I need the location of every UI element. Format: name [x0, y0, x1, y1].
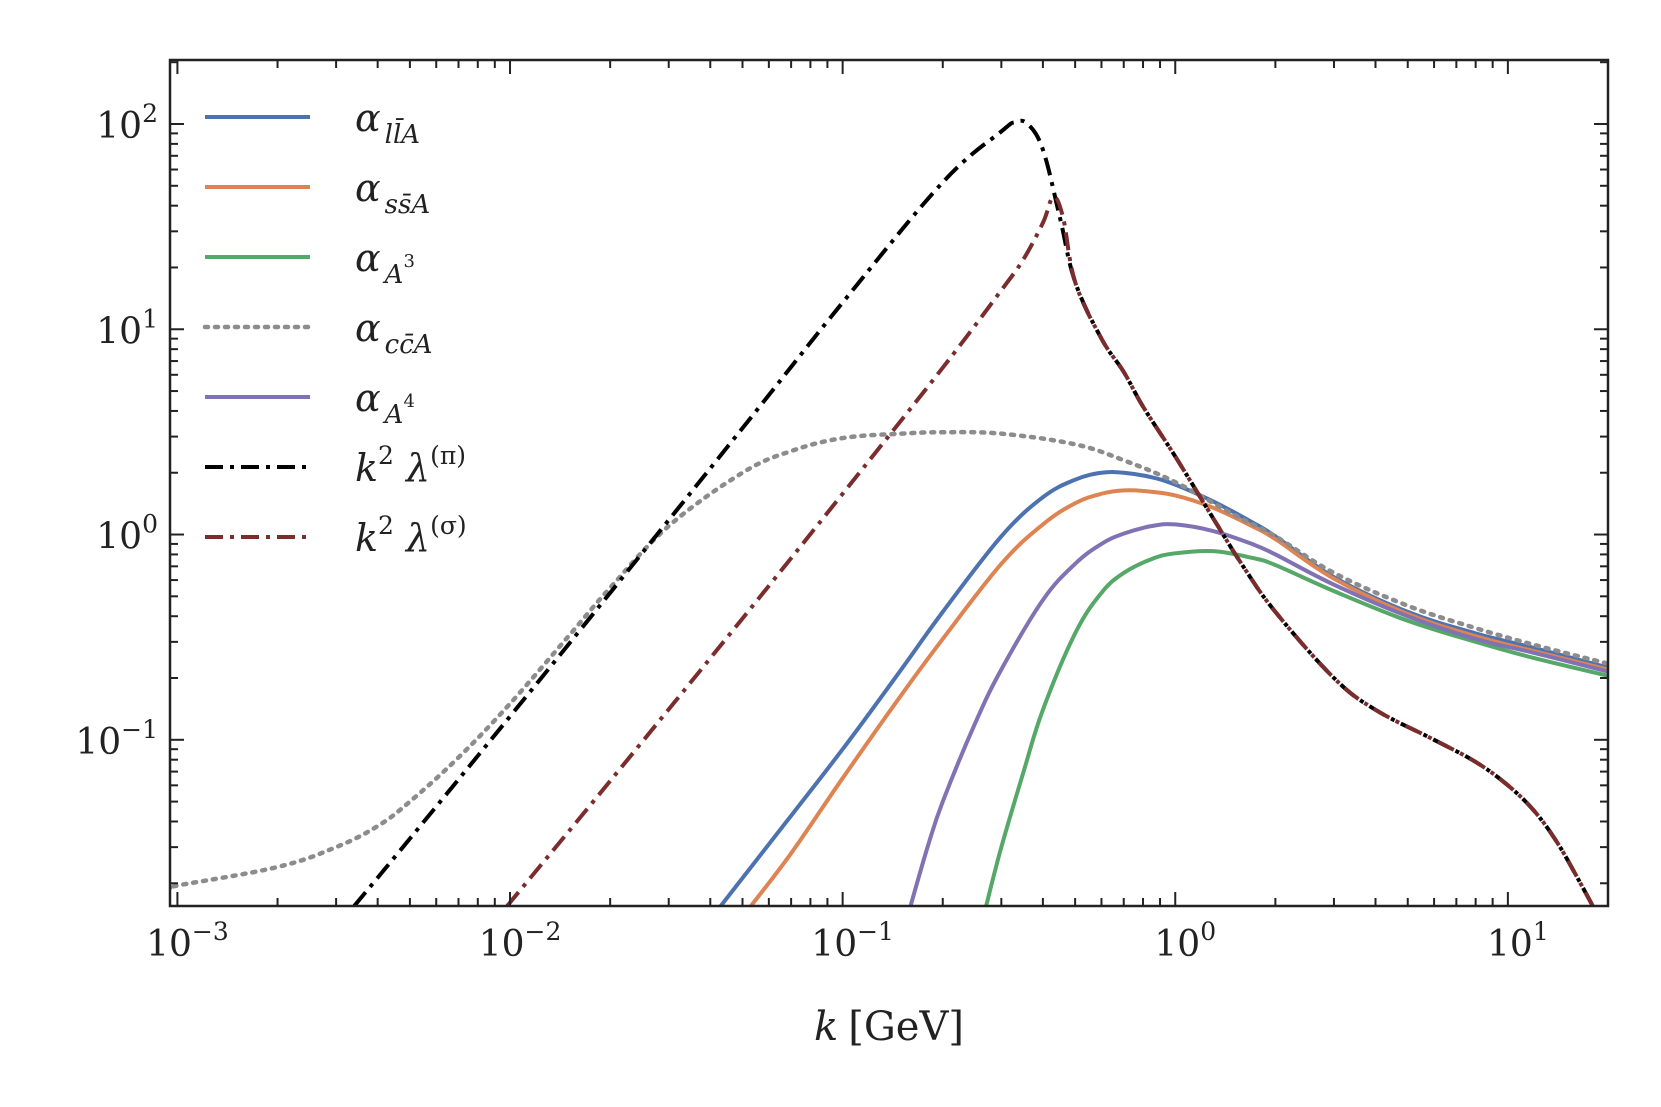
- x-tick-label-3-base: 10: [1154, 924, 1200, 965]
- legend-label-3: α cc̄A: [355, 306, 433, 360]
- y-tick-label-3-base: 10: [96, 106, 142, 147]
- y-tick-label-0-exp: −1: [121, 715, 158, 744]
- x-tick-label-0-base: 10: [146, 924, 192, 965]
- legend-label-1: α ss̄A: [355, 166, 430, 220]
- y-tick-label-0-base: 10: [75, 722, 121, 763]
- plot-background: [170, 60, 1608, 906]
- series-line-3: [170, 429, 1608, 891]
- ticks-layer: [170, 60, 1609, 906]
- y-tick-label-1-exp: 0: [142, 510, 158, 539]
- x-tick-label-0-exp: −3: [192, 917, 229, 946]
- series-layer: [170, 118, 1608, 906]
- x-tick-label-4: 101: [1487, 917, 1549, 965]
- series-line-6: [505, 195, 1595, 906]
- x-tick-label-2-base: 10: [811, 924, 857, 965]
- x-tick-label-4-base: 10: [1487, 924, 1533, 965]
- x-tick-label-3: 100: [1154, 917, 1216, 965]
- legend-label-6: k2 λ(σ): [355, 511, 467, 560]
- x-axis-label-var: k: [814, 1004, 838, 1050]
- x-tick-label-1: 10−2: [479, 917, 562, 965]
- series-line-2: [984, 548, 1608, 906]
- series-line-4: [908, 522, 1608, 906]
- x-axis-label-unit: [GeV]: [848, 1004, 964, 1050]
- y-tick-label-1-base: 10: [96, 517, 142, 558]
- legend-label-4: α A4: [355, 376, 415, 430]
- x-tick-label-2-exp: −1: [857, 917, 894, 946]
- x-tick-label-3-exp: 0: [1200, 917, 1216, 946]
- y-tick-label-0: 10−1: [75, 715, 158, 763]
- plot-frame: [168, 58, 1610, 908]
- series-line-1: [749, 488, 1608, 906]
- series-line-5: [352, 118, 1595, 906]
- legend-label-0: α ll̄A: [355, 96, 420, 150]
- legend: α ll̄A α ss̄A α A3 α cc̄A α A4 k2 λ(π) k2 λ(σ): [202, 96, 467, 560]
- legend-label-2: α A3: [355, 236, 415, 290]
- x-axis-label: k [GeV]: [814, 1004, 964, 1050]
- y-tick-label-1: 100: [96, 510, 158, 558]
- x-tick-label-2: 10−1: [811, 917, 894, 965]
- x-tick-label-4-exp: 1: [1533, 917, 1549, 946]
- y-tick-label-3-exp: 2: [142, 99, 158, 128]
- legend-label-5: k2 λ(π): [355, 441, 466, 490]
- y-tick-label-2: 101: [96, 304, 158, 352]
- y-tick-label-3: 102: [96, 99, 158, 147]
- x-tick-label-1-exp: −2: [525, 917, 562, 946]
- x-tick-label-0: 10−3: [146, 917, 229, 965]
- y-tick-label-2-exp: 1: [142, 304, 158, 333]
- y-tick-label-2-base: 10: [96, 311, 142, 352]
- x-tick-label-1-base: 10: [479, 924, 525, 965]
